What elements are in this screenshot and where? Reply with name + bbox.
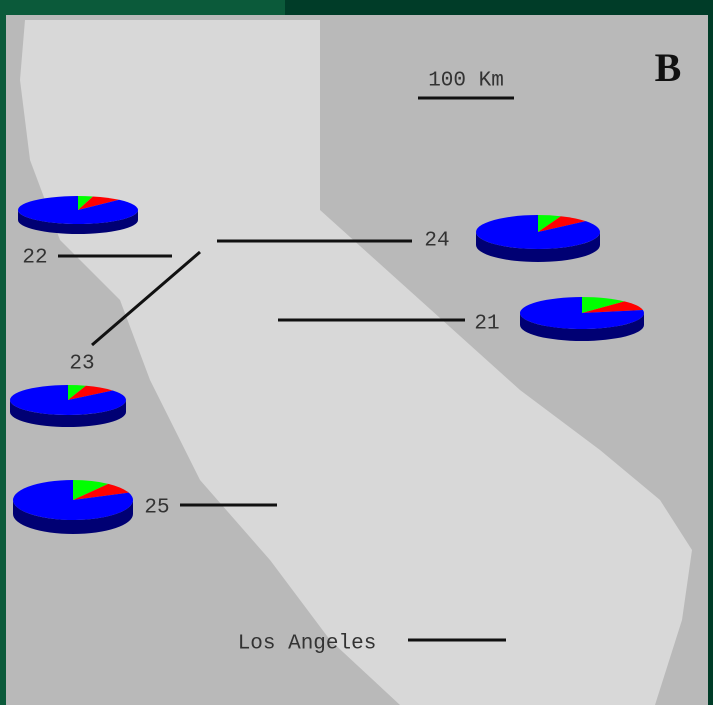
map-figure: 100 Km B Los Angeles 22 24 21 23 25 xyxy=(0,0,713,705)
page: {"scale_label": "100 Km", "panel_label":… xyxy=(0,0,713,705)
site-label: 22 xyxy=(22,247,47,270)
header-bar xyxy=(0,0,285,15)
frame-left xyxy=(0,15,6,705)
panel-label: B xyxy=(655,45,682,90)
site-label: 25 xyxy=(144,497,169,520)
site-label: 24 xyxy=(424,230,449,253)
site-label: 23 xyxy=(69,353,94,376)
place-label: Los Angeles xyxy=(238,633,377,656)
scale-label: 100 Km xyxy=(428,70,504,93)
site-label: 21 xyxy=(474,313,499,336)
